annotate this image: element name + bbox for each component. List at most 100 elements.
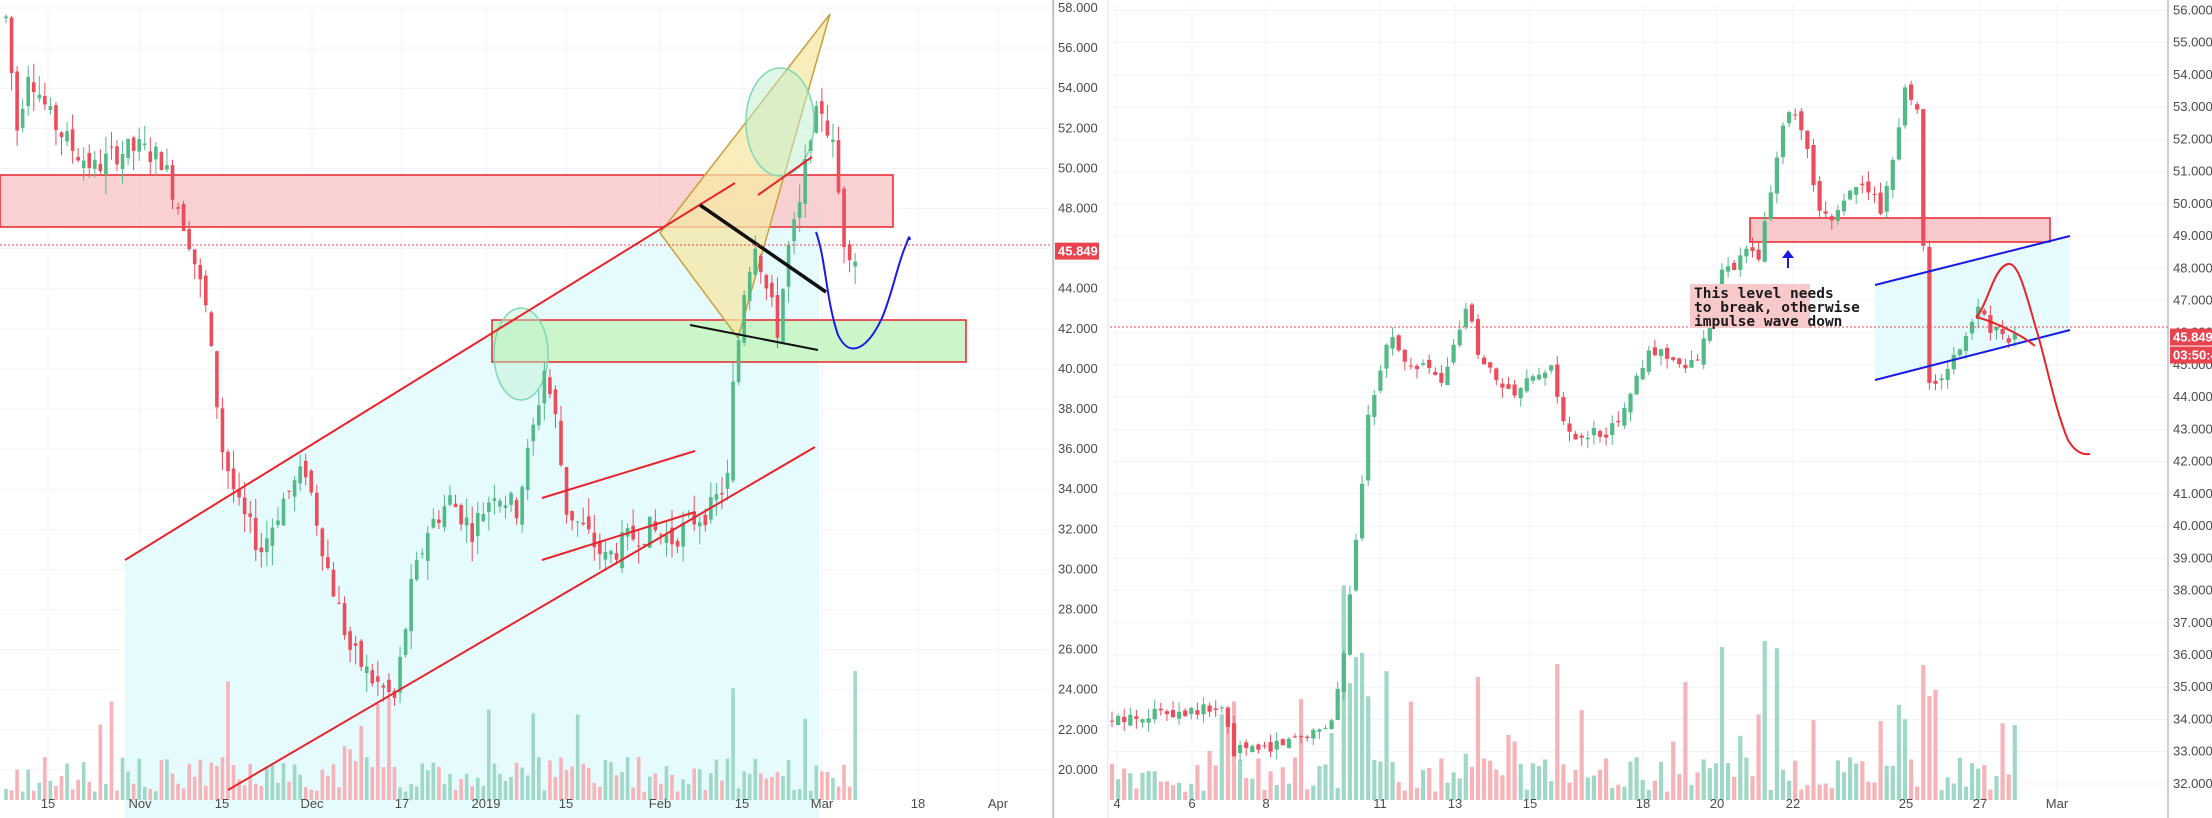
candle-body[interactable] <box>808 140 813 151</box>
candle-body[interactable] <box>614 553 619 560</box>
candle-body[interactable] <box>1341 653 1346 693</box>
candle-body[interactable] <box>1360 483 1365 539</box>
candle-body[interactable] <box>775 295 780 338</box>
candle-body[interactable] <box>1146 718 1151 723</box>
candle-body[interactable] <box>176 207 180 209</box>
candle-body[interactable] <box>226 451 230 472</box>
candle-body[interactable] <box>426 533 430 561</box>
candle-body[interactable] <box>747 272 752 301</box>
candle-body[interactable] <box>1451 344 1456 363</box>
candle-body[interactable] <box>1957 349 1962 356</box>
candle-body[interactable] <box>598 541 602 555</box>
candle-body[interactable] <box>98 163 103 172</box>
candle-body[interactable] <box>242 497 247 515</box>
candle-body[interactable] <box>48 106 53 111</box>
candle-body[interactable] <box>1353 539 1359 591</box>
candle-body[interactable] <box>1750 247 1755 252</box>
candle-body[interactable] <box>204 275 208 306</box>
candle-body[interactable] <box>842 188 846 248</box>
candle-body[interactable] <box>31 82 36 93</box>
candle-body[interactable] <box>1311 729 1316 739</box>
candle-body[interactable] <box>1811 145 1816 186</box>
candle-body[interactable] <box>253 517 258 551</box>
candle-body[interactable] <box>1701 338 1706 365</box>
candle-body[interactable] <box>309 470 314 493</box>
candle-body[interactable] <box>586 516 591 530</box>
candle-body[interactable] <box>1878 192 1883 214</box>
channel-lower-line-blue[interactable] <box>1874 329 2071 381</box>
candle-body[interactable] <box>215 351 219 408</box>
candle-body[interactable] <box>742 295 746 343</box>
candle-body[interactable] <box>93 159 97 169</box>
candle-body[interactable] <box>453 503 458 508</box>
candle-body[interactable] <box>126 138 130 158</box>
highlight-ellipse-top[interactable] <box>745 67 815 177</box>
candle-body[interactable] <box>1927 246 1932 383</box>
candle-body[interactable] <box>1707 319 1712 341</box>
channel-lower-line[interactable] <box>227 446 816 791</box>
candle-body[interactable] <box>792 219 796 242</box>
candle-body[interactable] <box>797 202 802 218</box>
candle-body[interactable] <box>315 492 319 526</box>
candle-body[interactable] <box>1518 388 1523 399</box>
candle-body[interactable] <box>1189 707 1194 715</box>
candle-body[interactable] <box>475 512 480 537</box>
candle-body[interactable] <box>59 132 64 138</box>
candle-body[interactable] <box>1896 127 1901 160</box>
candle-body[interactable] <box>1549 365 1554 371</box>
candle-body[interactable] <box>403 629 408 655</box>
candle-body[interactable] <box>9 17 14 74</box>
candle-body[interactable] <box>1597 431 1603 437</box>
candle-body[interactable] <box>1848 190 1853 200</box>
candle-body[interactable] <box>1323 728 1328 730</box>
candle-body[interactable] <box>548 377 552 395</box>
candle-body[interactable] <box>1573 433 1578 440</box>
candle-body[interactable] <box>1463 308 1468 328</box>
candle-body[interactable] <box>1866 181 1871 193</box>
candle-body[interactable] <box>1488 362 1493 368</box>
candle-body[interactable] <box>170 165 175 200</box>
candle-body[interactable] <box>1207 705 1212 712</box>
candle-body[interactable] <box>731 381 735 481</box>
candle-body[interactable] <box>1506 384 1511 389</box>
candle-body[interactable] <box>359 640 363 667</box>
candle-body[interactable] <box>1530 376 1535 381</box>
candle-body[interactable] <box>753 248 758 275</box>
candle-body[interactable] <box>1482 357 1487 365</box>
candle-body[interactable] <box>326 557 330 569</box>
candle-body[interactable] <box>2000 329 2005 334</box>
candle-body[interactable] <box>298 466 302 484</box>
candle-body[interactable] <box>1128 714 1133 726</box>
candle-body[interactable] <box>154 146 158 160</box>
candle-body[interactable] <box>1512 384 1517 396</box>
candle-body[interactable] <box>1414 365 1420 370</box>
candle-body[interactable] <box>1915 104 1920 110</box>
candle-body[interactable] <box>1658 349 1664 357</box>
candle-body[interactable] <box>609 551 613 555</box>
candle-body[interactable] <box>1665 347 1670 359</box>
candle-body[interactable] <box>1500 383 1505 388</box>
candle-body[interactable] <box>1671 357 1676 360</box>
candle-body[interactable] <box>831 139 835 142</box>
candle-body[interactable] <box>825 120 830 136</box>
candle-body[interactable] <box>781 289 785 342</box>
candle-body[interactable] <box>54 105 58 131</box>
candle-body[interactable] <box>1768 192 1773 220</box>
candle-body[interactable] <box>1884 186 1889 212</box>
candle-body[interactable] <box>431 518 436 528</box>
candle-body[interactable] <box>1823 211 1828 214</box>
candle-body[interactable] <box>514 500 519 519</box>
candle-body[interactable] <box>1744 248 1749 257</box>
candle-body[interactable] <box>287 490 291 492</box>
candle-body[interactable] <box>1988 315 1993 333</box>
candle-body[interactable] <box>1970 321 1975 334</box>
candle-body[interactable] <box>653 521 658 531</box>
candle-body[interactable] <box>1347 594 1352 655</box>
candle-body[interactable] <box>1366 414 1371 481</box>
candle-body[interactable] <box>1335 688 1340 721</box>
candle-body[interactable] <box>1122 716 1127 723</box>
candle-body[interactable] <box>1213 708 1218 711</box>
candle-body[interactable] <box>270 527 275 546</box>
candle-body[interactable] <box>342 603 347 636</box>
candle-body[interactable] <box>736 340 741 383</box>
